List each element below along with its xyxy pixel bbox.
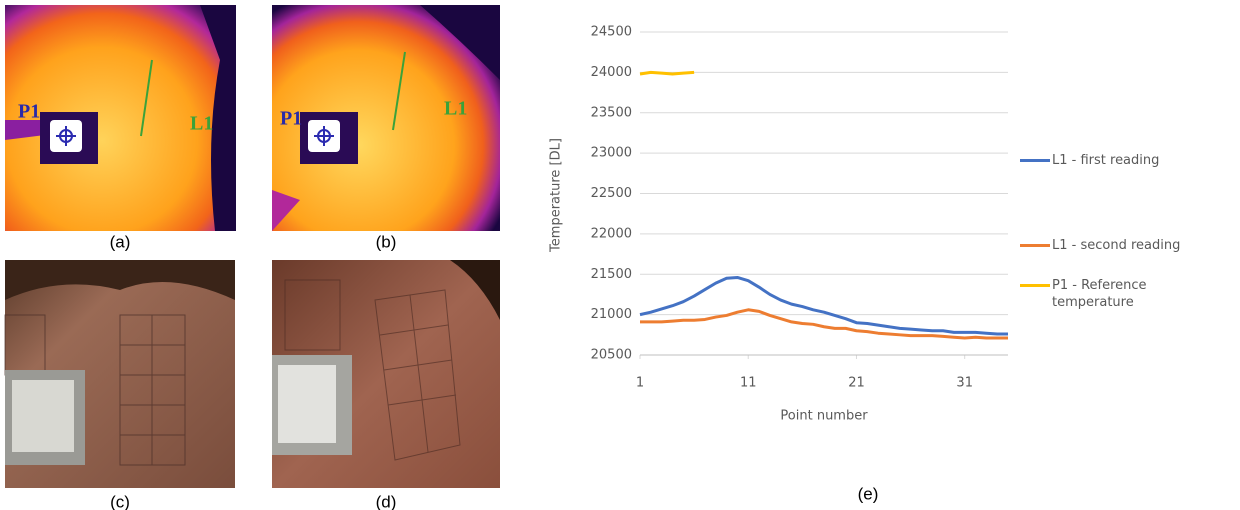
- y-tick-label: 23000: [591, 146, 632, 161]
- legend-label: L1 - first reading: [1052, 153, 1160, 168]
- overlay-label: P1: [280, 108, 302, 130]
- chart: 20500 21000 21500 22000 22500 23000 23500 24000…: [591, 25, 1008, 391]
- legend-swatch: [1020, 159, 1050, 162]
- legend-label: L1 - second reading: [1052, 238, 1181, 253]
- y-tick-label: 21000: [591, 307, 632, 322]
- skin-photo: [272, 260, 500, 488]
- series-line: [640, 308, 1008, 340]
- x-tick-label: 11: [740, 376, 757, 391]
- y-tick-label: 22000: [591, 226, 632, 241]
- x-tick-label: 1: [636, 376, 644, 391]
- x-axis-title: Point number: [780, 409, 868, 424]
- panel-label: (c): [110, 492, 130, 510]
- panel-label: (a): [110, 232, 131, 251]
- overlay-label: L1: [444, 98, 467, 120]
- thermal-image: P1 L1: [272, 5, 500, 231]
- legend-entry: L1 - second reading: [1020, 237, 1240, 254]
- series-line: [639, 275, 1008, 336]
- x-tick-label: 21: [848, 376, 865, 391]
- y-tick-label: 24500: [591, 25, 632, 40]
- thermal-image: P1 L1: [5, 5, 236, 231]
- y-tick-label: 21500: [591, 267, 632, 282]
- overlay-label: P1: [18, 101, 40, 123]
- y-tick-label: 24000: [591, 65, 632, 80]
- legend-swatch: [1020, 244, 1050, 247]
- panel-label: (b): [376, 232, 397, 251]
- legend-swatch: [1020, 284, 1050, 287]
- legend-label: P1 - Reference temperature: [1052, 278, 1147, 310]
- y-tick-label: 23500: [591, 105, 632, 120]
- skin-photo: [4, 260, 235, 488]
- legend-entry: P1 - Reference temperature: [1020, 277, 1240, 311]
- overlay-label: L1: [190, 113, 213, 135]
- series-line: [639, 70, 695, 76]
- x-tick-label: 31: [956, 376, 973, 391]
- panel-label: (d): [376, 492, 397, 510]
- y-axis-title: Temperature [DL]: [549, 138, 564, 253]
- panel-label: (e): [858, 484, 879, 503]
- y-tick-label: 22500: [591, 186, 632, 201]
- legend-entry: L1 - first reading: [1020, 152, 1240, 169]
- y-tick-label: 20500: [591, 348, 632, 363]
